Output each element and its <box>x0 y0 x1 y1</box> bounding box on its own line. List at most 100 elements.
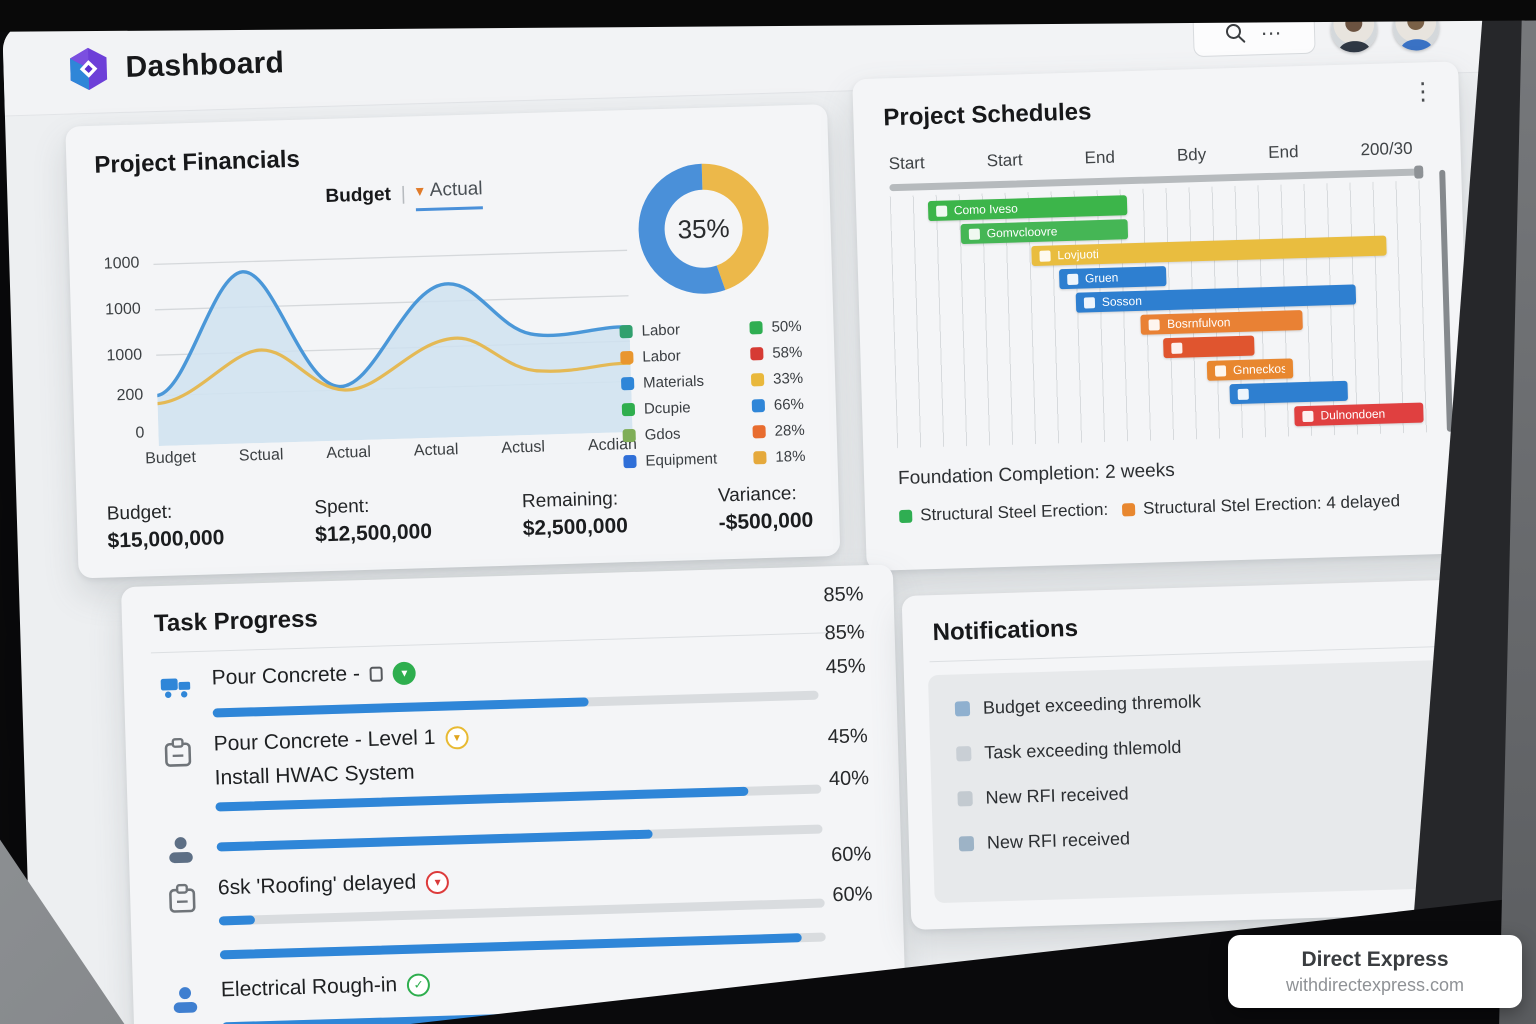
tab-divider: | <box>400 183 407 205</box>
legend-swatch <box>623 454 637 468</box>
x-axis-tick: Actual <box>326 443 372 463</box>
legend-swatch <box>899 509 913 523</box>
legend-value: 28% <box>774 421 805 440</box>
notification-text: Task exceeding thlemold <box>983 736 1182 763</box>
tool-icon <box>369 665 384 682</box>
schedules-title: Project Schedules <box>882 98 1092 132</box>
gantt-bar[interactable]: Como Iveso <box>927 195 1128 222</box>
task-percent: 45% <box>825 655 866 679</box>
gantt-bar[interactable]: Gomvcloovre <box>960 219 1128 245</box>
vertical-scrollbar[interactable] <box>1439 169 1453 432</box>
legend-swatch <box>621 402 636 416</box>
financials-title: Project Financials <box>94 145 301 179</box>
notification-bullet-icon <box>958 836 975 852</box>
legend-value: 66% <box>773 395 805 414</box>
notification-text: Budget exceeding thremolk <box>982 691 1202 718</box>
legend-label: Dcupie <box>643 398 691 418</box>
y-axis-tick: 0 <box>135 424 145 442</box>
legend-swatch <box>751 398 766 412</box>
task-label: Electrical Rough-in <box>220 973 398 1002</box>
gantt-bar-label: Bosrnfulvon <box>1166 315 1231 332</box>
legend-item: Structural Stel Erection: 4 delayed <box>1121 491 1401 519</box>
task-icon <box>968 228 980 240</box>
gantt-bar[interactable]: Gnneckoss <box>1206 358 1294 381</box>
status-check-icon: ▾ <box>392 661 417 685</box>
progress-bar <box>216 829 653 852</box>
legend-swatch <box>620 376 635 390</box>
task-percent: 40% <box>828 767 870 791</box>
stat-budget: Budget: $15,000,000 <box>106 500 224 553</box>
budget-area-fill <box>157 271 633 447</box>
gantt-bar[interactable] <box>1163 335 1256 359</box>
gantt-bar[interactable]: Sosson <box>1075 284 1356 313</box>
series-toggle: Budget | ▾ Actual <box>325 178 484 214</box>
stat-label: Spent: <box>314 495 370 519</box>
task-percent: 85% <box>823 583 864 607</box>
more-icon[interactable]: … <box>1259 14 1285 41</box>
task-label: Pour Concrete - Level 1 <box>213 725 436 756</box>
gantt-column-header: End <box>1084 147 1116 168</box>
tab-actual[interactable]: ▾ Actual <box>415 178 484 212</box>
kebab-menu-icon[interactable]: ⋮ <box>1410 78 1436 106</box>
gantt-bar[interactable]: Dulnondoen <box>1294 402 1424 427</box>
legend-item: Dcupie <box>621 393 716 422</box>
avatar[interactable] <box>1392 0 1444 52</box>
gantt-bar-label: Dulnondoen <box>1320 406 1386 423</box>
gantt-bar-label: Gomvcloovre <box>986 224 1058 241</box>
stat-value: $2,500,000 <box>522 514 629 541</box>
search-box[interactable]: … <box>1192 7 1316 58</box>
tab-budget[interactable]: Budget <box>325 184 392 207</box>
legend-swatch <box>750 372 765 386</box>
avatar[interactable] <box>1330 5 1378 54</box>
clipboard-icon <box>169 883 196 913</box>
legend-label: Labor <box>641 321 681 340</box>
gantt-bar[interactable]: Gruen <box>1058 266 1167 290</box>
cost-donut-chart: 35% <box>626 152 780 306</box>
stat-value: $12,500,000 <box>314 519 433 547</box>
donut-legend-percents: 50% 58% 33% 66% 28% 18% <box>749 313 806 470</box>
task-row[interactable]: Pour Concrete - ▾ <box>211 661 417 691</box>
gantt-bar-label: Gnneckoss <box>1232 361 1286 378</box>
donut-center-value: 35% <box>677 212 731 245</box>
search-icon <box>1225 23 1246 43</box>
task-row[interactable]: Pour Concrete - Level 1 ▾ <box>213 725 469 757</box>
y-axis-tick: 1000 <box>104 300 141 319</box>
task-icon <box>1066 273 1079 285</box>
gantt-bar[interactable]: Bosrnfulvon <box>1140 310 1303 335</box>
task-icon <box>1148 318 1161 331</box>
task-row[interactable]: Electrical Rough-in ✓ <box>221 972 431 1002</box>
notification-text: New RFI received <box>985 783 1129 808</box>
progress-track <box>221 1004 828 1024</box>
task-icon <box>1171 342 1183 354</box>
status-alert-icon: ▾ <box>425 870 450 894</box>
task-percent: 45% <box>827 725 869 749</box>
status-warning-icon: ▾ <box>445 725 469 750</box>
watermark-title: Direct Express <box>1301 948 1449 971</box>
task-label: Pour Concrete - <box>211 662 361 690</box>
legend-label: Structural Steel Erection: <box>919 499 1109 525</box>
task-row[interactable]: 6sk 'Roofing' delayed ▾ <box>218 870 450 901</box>
gantt-column-header: Start <box>888 153 925 174</box>
scrollbar-handle[interactable] <box>1414 165 1424 179</box>
progress-bar <box>221 1011 586 1024</box>
gantt-bar[interactable] <box>1228 380 1348 405</box>
legend-item: Structural Steel Erection: <box>899 500 1109 526</box>
donut-legend-labels: Labor Labor Materials Dcupie Gdos Equipm… <box>619 316 717 475</box>
stat-label: Budget: <box>106 501 173 525</box>
stat-value: $15,000,000 <box>107 526 225 553</box>
notification-bullet-icon <box>957 791 973 807</box>
milestone-note: Foundation Completion: 2 weeks <box>897 459 1176 490</box>
progress-track <box>212 690 819 718</box>
task-label: 6sk 'Roofing' delayed <box>217 870 417 900</box>
notification-text: New RFI received <box>986 828 1131 853</box>
task-label: Install HWAC System <box>214 760 415 790</box>
page-title: Dashboard <box>125 46 285 84</box>
project-financials-card: Project Financials Budget | ▾ Actual 1000… <box>65 104 841 579</box>
legend-item: 66% <box>751 391 804 419</box>
legend-label: Gdos <box>644 425 681 444</box>
budget-actual-line-chart <box>153 249 633 447</box>
legend-label: Equipment <box>645 449 718 470</box>
stat-value: -$500,000 <box>718 508 814 535</box>
stat-label: Variance: <box>717 483 798 507</box>
